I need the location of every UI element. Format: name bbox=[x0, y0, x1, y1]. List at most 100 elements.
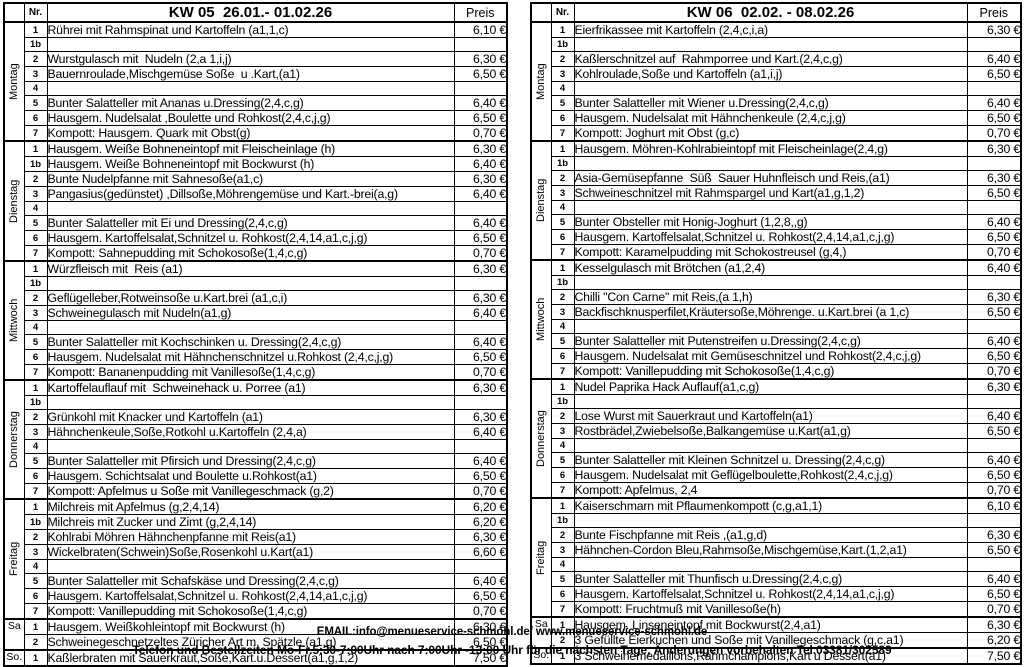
meal-number: 1b bbox=[550, 275, 575, 290]
meal-price: 6,40 € bbox=[453, 453, 508, 469]
menu-row: 1b Milchreis mit Zucker und Zimt (g,2,4,1… bbox=[4, 514, 508, 530]
meal-price bbox=[966, 319, 1022, 334]
meal-number: 1 bbox=[550, 140, 575, 157]
meal-description bbox=[46, 559, 455, 574]
meal-description: Kesselgulasch mit Brötchen (a1,2,4) bbox=[573, 259, 968, 276]
menu-row: 1b bbox=[4, 276, 508, 291]
meal-price: 6,40 € bbox=[966, 408, 1022, 424]
day-label: Montag bbox=[4, 22, 24, 141]
meal-price: 6,30 € bbox=[453, 260, 508, 277]
meal-number: 6 bbox=[550, 110, 575, 126]
meal-price: 6,40 € bbox=[966, 333, 1022, 349]
meal-description: Hausgem. Schichtsalat und Boulette u.Roh… bbox=[46, 468, 455, 484]
meal-price: 6,50 € bbox=[966, 110, 1022, 126]
meal-number: 7 bbox=[23, 364, 48, 381]
menu-row: Sa 1 Hausgem. Weißkohleintopf mit Bockwurs… bbox=[3, 618, 508, 651]
menu-row: Freitag 1 Kaiserschmarn mit Pflaumenkompot… bbox=[531, 497, 1022, 617]
meal-price: 6,40 € bbox=[966, 571, 1022, 587]
menu-row: 4 bbox=[4, 320, 508, 335]
meal-number: 6 bbox=[23, 110, 48, 126]
menu-row: 7 Kompott: Sahnepudding mit Schokosoße(1,… bbox=[4, 245, 508, 262]
meal-number: 3 bbox=[550, 542, 575, 558]
meal-description: Hausgem. Nudelsalat ,Boulette und Rohkos… bbox=[46, 110, 455, 126]
menu-row: 6 Hausgem. Kartoffelsalat,Schnitzel u. Ro… bbox=[531, 229, 1022, 245]
meal-number: 2 bbox=[550, 170, 575, 186]
meal-number: 1b bbox=[23, 276, 48, 291]
meal-price: 6,40 € bbox=[966, 214, 1022, 230]
meal-price: 6,30 € bbox=[453, 618, 508, 635]
menu-row: 5 Bunter Salatteller mit Ei und Dressing(… bbox=[4, 215, 508, 231]
meal-description: Bunter Salatteller mit Ananas u.Dressing… bbox=[46, 95, 455, 111]
meal-description: Kaiserschmarn mit Pflaumenkompott (c,g,a… bbox=[573, 497, 968, 514]
week-title: KW 05 26.01.- 01.02.26 bbox=[46, 2, 455, 23]
menu-row: 1b bbox=[531, 275, 1022, 290]
meal-price bbox=[966, 37, 1022, 52]
meal-description: Eierfrikassee mit Kartoffeln (2,4,c,i,a) bbox=[573, 21, 968, 38]
meal-number: 4 bbox=[23, 201, 48, 216]
meal-description bbox=[573, 81, 968, 96]
meal-price: 0,70 € bbox=[453, 245, 508, 262]
meal-price: 6,30 € bbox=[966, 378, 1022, 395]
menu-row: 4 bbox=[531, 81, 1022, 96]
meal-description bbox=[573, 438, 968, 453]
meal-price bbox=[966, 156, 1022, 171]
meal-number: 4 bbox=[550, 438, 575, 453]
meal-price: 6,40 € bbox=[966, 452, 1022, 468]
meal-description: Lose Wurst mit Sauerkraut und Kartoffeln… bbox=[573, 408, 968, 424]
day-label: Mittwoch bbox=[4, 261, 24, 380]
meal-price bbox=[966, 394, 1022, 409]
menu-row: 2 Wurstgulasch mit Nudeln (2,a 1,i,j) 6,30… bbox=[4, 51, 508, 67]
meal-number: 7 bbox=[550, 363, 575, 380]
meal-number: 4 bbox=[550, 200, 575, 215]
menu-row: 1b bbox=[4, 37, 508, 52]
meal-description: Pangasius(gedünstet) ,Dillsoße,Möhrengem… bbox=[46, 186, 455, 202]
meal-number: 5 bbox=[23, 95, 48, 111]
meal-number: 1 bbox=[23, 498, 48, 515]
footer-phone-line: Telefon und Bestellzeiten Mo-Fr.5:30-7:0… bbox=[132, 643, 892, 657]
meal-number: 3 bbox=[550, 185, 575, 201]
meal-number: 5 bbox=[550, 95, 575, 111]
meal-description: Hausgem. Kartoffelsalat,Schnitzel u. Roh… bbox=[46, 230, 455, 246]
meal-description: Bunter Salatteller mit Putenstreifen u.D… bbox=[573, 333, 968, 349]
meal-description: Kompott: Apfelmus, 2,4 bbox=[573, 482, 968, 499]
meal-number: 2 bbox=[23, 290, 48, 306]
menu-row: 3 Hähnchen-Cordon Bleu,Rahmsoße,Mischgemü… bbox=[531, 542, 1022, 558]
menu-row: 6 Hausgem. Kartoffelsalat,Schnitzel u. Ro… bbox=[531, 586, 1022, 602]
menu-row: 2 Lose Wurst mit Sauerkraut und Kartoffel… bbox=[531, 408, 1022, 424]
day-label: Mittwoch bbox=[531, 260, 551, 379]
menu-row: 1b bbox=[531, 37, 1022, 52]
meal-price: 6,30 € bbox=[453, 409, 508, 425]
meal-number: 1 bbox=[550, 497, 575, 514]
meal-number: 6 bbox=[23, 349, 48, 365]
menu-row: 3 Schweineschnitzel mit Rahmspargel und K… bbox=[531, 185, 1022, 201]
meal-price: 6,20 € bbox=[453, 514, 508, 530]
meal-price: 6,30 € bbox=[966, 170, 1022, 186]
meal-price: 6,50 € bbox=[966, 542, 1022, 558]
meal-price: 6,40 € bbox=[453, 334, 508, 350]
meal-description: Milchreis mit Zucker und Zimt (g,2,4,14) bbox=[46, 514, 455, 530]
meal-price: 6,40 € bbox=[453, 215, 508, 231]
meal-description: Hähnchenkeule,Soße,Rotkohl u.Kartoffeln … bbox=[46, 424, 455, 440]
meal-number: 1b bbox=[23, 37, 48, 52]
meal-price: 6,30 € bbox=[453, 379, 508, 396]
menu-row: 5 Bunter Salatteller mit Wiener u.Dressin… bbox=[531, 95, 1022, 111]
menu-table-week-1: Nr. KW 05 26.01.- 01.02.26 Preis Montag 1 Rüh… bbox=[3, 2, 508, 667]
menu-row: 3 Schweinegulasch mit Nudeln(a1,g) 6,40 € bbox=[4, 305, 508, 321]
menu-row: 6 Hausgem. Nudelsalat mit Geflügelboulett… bbox=[531, 467, 1022, 483]
meal-price bbox=[453, 395, 508, 410]
menu-row: 7 Kompott: Hausgem. Quark mit Obst(g) 0,70… bbox=[4, 125, 508, 142]
meal-description: Hausgem. Nudelsalat mit Hähnchenkeule (2… bbox=[573, 110, 968, 126]
price-column-header: Preis bbox=[966, 2, 1022, 23]
meal-price: 0,70 € bbox=[453, 483, 508, 500]
menu-row: 5 Bunter Salatteller mit Putenstreifen u.… bbox=[531, 333, 1022, 349]
meal-price: 0,70 € bbox=[453, 125, 508, 142]
meal-price: 0,70 € bbox=[966, 125, 1022, 142]
menu-row: 2 Geflügelleber,Rotweinsoße u.Kart.brei (… bbox=[4, 290, 508, 306]
meal-number: 1 bbox=[23, 21, 48, 38]
menu-row: 3 Pangasius(gedünstet) ,Dillsoße,Möhrenge… bbox=[4, 186, 508, 202]
meal-price bbox=[453, 81, 508, 96]
meal-description bbox=[573, 513, 968, 528]
menu-row: 4 bbox=[4, 201, 508, 216]
meal-price: 6,30 € bbox=[966, 289, 1022, 305]
meal-price bbox=[966, 81, 1022, 96]
